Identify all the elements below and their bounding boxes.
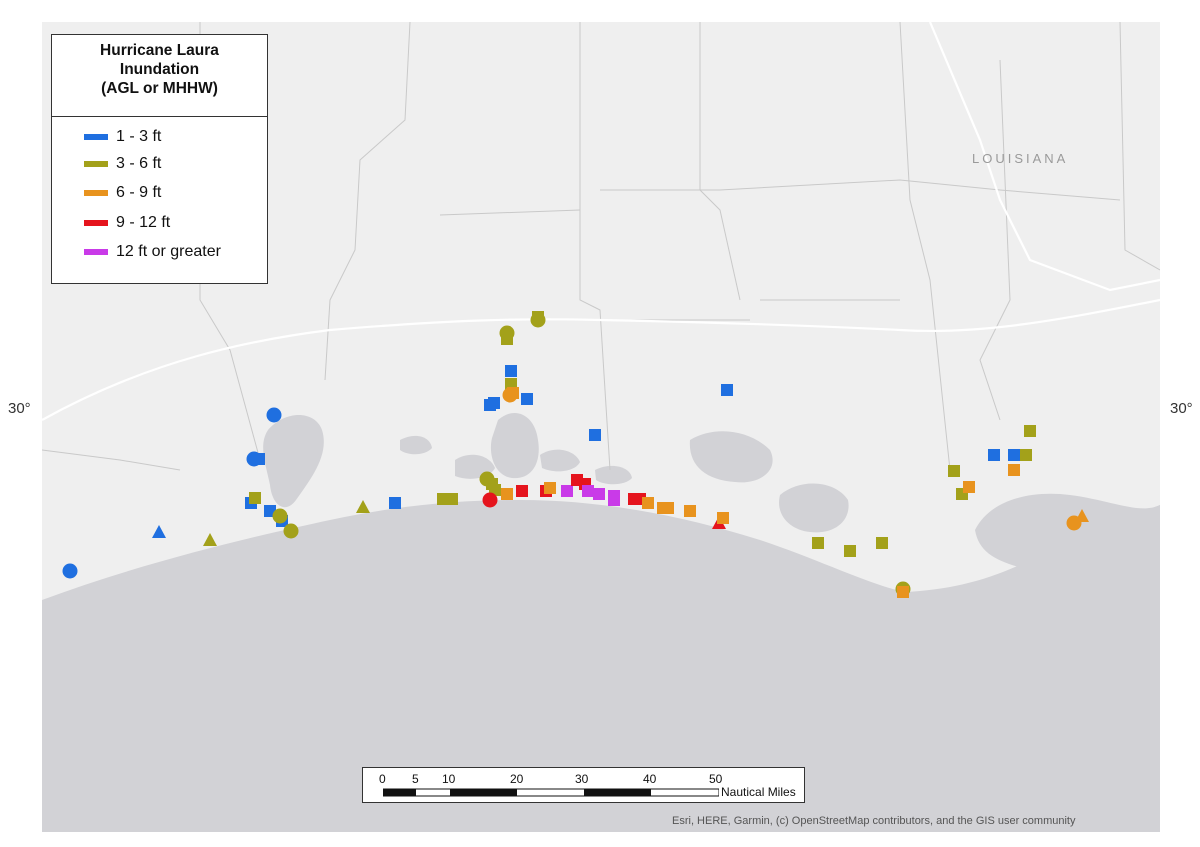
inundation-marker[interactable]	[721, 384, 733, 396]
inundation-marker[interactable]	[948, 465, 960, 477]
vermilion-bay	[689, 431, 773, 483]
inundation-marker[interactable]	[249, 492, 261, 504]
inundation-marker[interactable]	[488, 397, 500, 409]
legend-swatch	[84, 161, 108, 167]
inundation-marker[interactable]	[482, 492, 498, 508]
inundation-marker[interactable]	[521, 393, 533, 405]
inundation-marker[interactable]	[505, 365, 517, 377]
inundation-marker[interactable]	[589, 429, 601, 441]
legend-item-9-12ft: 9 - 12 ft	[84, 213, 170, 233]
lat-label-right: 30°	[1170, 400, 1193, 417]
inundation-marker[interactable]	[963, 481, 975, 493]
observation-markers	[62, 311, 1089, 598]
inundation-marker[interactable]	[1075, 509, 1089, 522]
inundation-marker[interactable]	[561, 485, 573, 497]
inundation-marker[interactable]	[389, 497, 401, 509]
inundation-marker[interactable]	[62, 563, 78, 579]
scale-tick-30: 30	[575, 772, 589, 786]
inundation-marker[interactable]	[501, 333, 513, 345]
inundation-marker[interactable]	[876, 537, 888, 549]
legend-item-3-6ft: 3 - 6 ft	[84, 154, 161, 174]
inundation-marker[interactable]	[516, 485, 528, 497]
legend-swatch	[84, 249, 108, 255]
legend-title: Hurricane Laura Inundation (AGL or MHHW)	[52, 35, 267, 117]
inundation-marker[interactable]	[356, 500, 370, 513]
map-attribution: Esri, HERE, Garmin, (c) OpenStreetMap co…	[672, 815, 1076, 827]
lake-small-3	[595, 465, 632, 485]
legend-item-6-9ft: 6 - 9 ft	[84, 183, 161, 203]
legend-item-12ft-plus: 12 ft or greater	[84, 242, 221, 262]
inundation-marker[interactable]	[266, 407, 282, 423]
scale-tick-40: 40	[643, 772, 657, 786]
scale-tick-0: 0	[379, 772, 386, 786]
inundation-marker[interactable]	[988, 449, 1000, 461]
state-label: LOUISIANA	[972, 151, 1068, 166]
inundation-marker[interactable]	[593, 488, 605, 500]
inundation-marker[interactable]	[1024, 425, 1036, 437]
scale-unit-label: Nautical Miles	[721, 785, 796, 799]
inundation-marker[interactable]	[662, 502, 674, 514]
inundation-marker[interactable]	[1020, 449, 1032, 461]
legend-item-1-3ft: 1 - 3 ft	[84, 127, 161, 147]
legend-swatch	[84, 220, 108, 226]
inundation-marker[interactable]	[152, 525, 166, 538]
legend-swatch	[84, 134, 108, 140]
bay-right	[975, 493, 1160, 603]
inundation-marker[interactable]	[253, 453, 265, 465]
legend-label: 12 ft or greater	[116, 243, 221, 260]
lat-label-left: 30°	[8, 400, 31, 417]
inundation-marker[interactable]	[530, 312, 546, 328]
scale-bar-graphic	[383, 788, 719, 797]
inundation-marker[interactable]	[544, 482, 556, 494]
scale-bar: 0 5 10 20 30 40 50 Nautical Miles	[362, 767, 805, 803]
legend-title-line-2: Inundation	[119, 61, 200, 78]
legend-label: 3 - 6 ft	[116, 155, 162, 172]
inundation-marker[interactable]	[1008, 464, 1020, 476]
inundation-marker[interactable]	[272, 508, 288, 524]
legend-label: 6 - 9 ft	[116, 184, 162, 201]
inundation-marker[interactable]	[717, 512, 729, 524]
grand-lake	[490, 412, 539, 479]
inundation-marker[interactable]	[642, 497, 654, 509]
legend-title-line-1: Hurricane Laura	[100, 42, 219, 59]
inundation-marker[interactable]	[844, 545, 856, 557]
inundation-marker[interactable]	[684, 505, 696, 517]
lake-small-1	[540, 449, 580, 472]
legend-swatch	[84, 190, 108, 196]
gulf-water	[42, 500, 1160, 832]
scale-tick-20: 20	[510, 772, 524, 786]
map-legend: Hurricane Laura Inundation (AGL or MHHW)…	[51, 34, 268, 284]
inundation-marker[interactable]	[897, 586, 909, 598]
inundation-marker[interactable]	[812, 537, 824, 549]
inundation-marker[interactable]	[1008, 449, 1020, 461]
roads	[42, 22, 1160, 421]
inundation-marker[interactable]	[283, 523, 299, 539]
scale-tick-5: 5	[412, 772, 419, 786]
inundation-marker[interactable]	[582, 485, 594, 497]
legend-title-line-3: (AGL or MHHW)	[101, 80, 218, 97]
scale-tick-50: 50	[709, 772, 723, 786]
legend-label: 9 - 12 ft	[116, 214, 171, 231]
inundation-marker[interactable]	[501, 488, 513, 500]
inundation-marker[interactable]	[608, 494, 620, 506]
inundation-marker[interactable]	[203, 533, 217, 546]
lake-mechant	[779, 483, 849, 533]
lake-small-2	[400, 435, 432, 455]
scale-tick-10: 10	[442, 772, 456, 786]
inundation-marker[interactable]	[507, 387, 519, 399]
calcasieu-lake	[263, 415, 324, 508]
legend-label: 1 - 3 ft	[116, 128, 162, 145]
inundation-marker[interactable]	[446, 493, 458, 505]
